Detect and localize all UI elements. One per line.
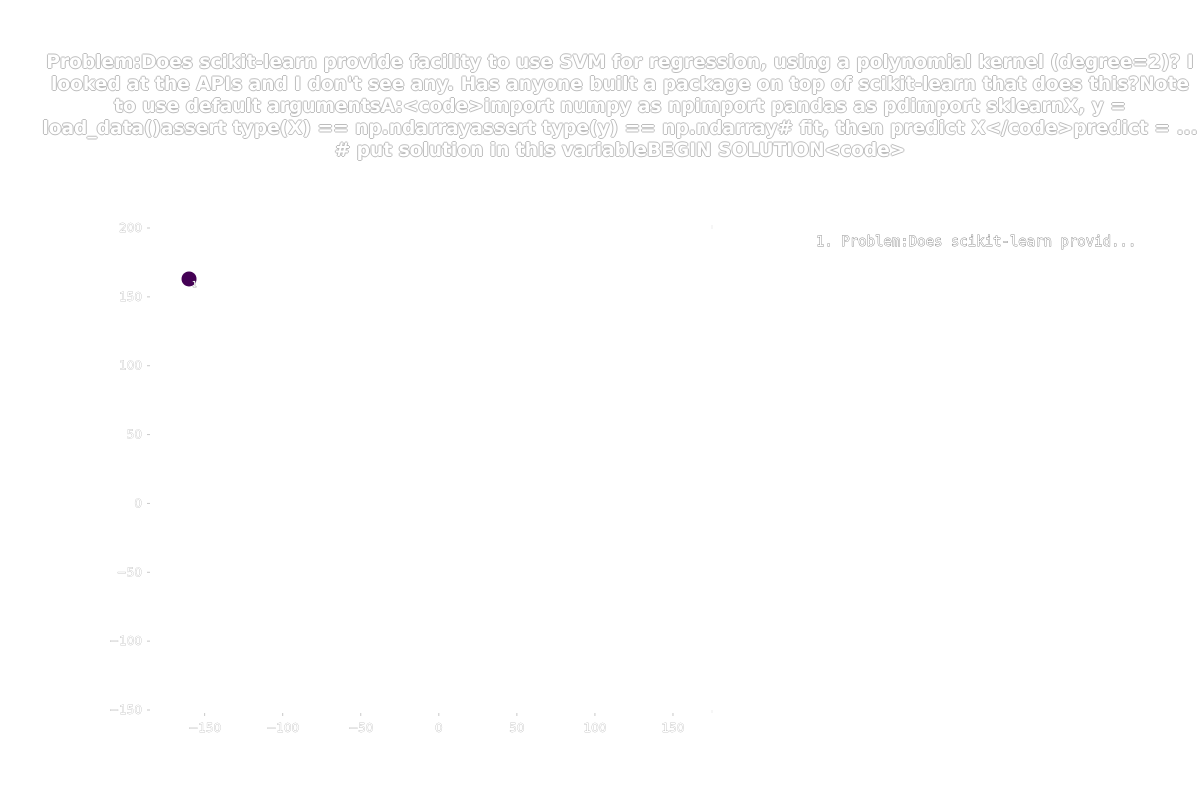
y-tick-label: 100 bbox=[119, 359, 142, 373]
x-tick-label: −100 bbox=[266, 721, 299, 735]
y-tick-label: 0 bbox=[134, 496, 142, 510]
legend-entry-1: 1. Problem:Does scikit-learn provid... bbox=[816, 234, 1136, 250]
points-layer: 1 bbox=[181, 271, 197, 289]
y-tick-label: 50 bbox=[127, 428, 142, 442]
y-tick-label: −100 bbox=[109, 634, 142, 648]
y-tick-label: 200 bbox=[119, 221, 142, 235]
y-tick-label: −50 bbox=[117, 565, 142, 579]
x-tick-label: 50 bbox=[509, 721, 524, 735]
y-tick-label: 150 bbox=[119, 290, 142, 304]
x-tick-label: −150 bbox=[188, 721, 221, 735]
data-point-label: 1 bbox=[192, 280, 197, 289]
x-tick-label: 0 bbox=[435, 721, 443, 735]
y-tick-label: −150 bbox=[109, 703, 142, 717]
legend: 1. Problem:Does scikit-learn provid... bbox=[816, 234, 1137, 251]
x-tick-label: −50 bbox=[348, 721, 373, 735]
data-point bbox=[181, 271, 197, 287]
x-tick-label: 100 bbox=[583, 721, 606, 735]
axes-layer: 200 150 100 50 0 −50 −100 −150 −150 −100 −50 0 50 100… bbox=[109, 221, 713, 735]
x-tick-label: 150 bbox=[662, 721, 685, 735]
chart-title: Problem:Does scikit-learn provide facili… bbox=[42, 52, 1198, 161]
